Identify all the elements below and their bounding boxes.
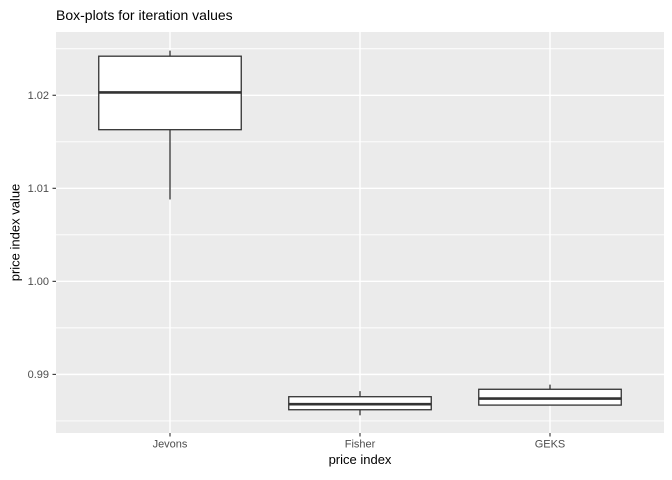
x-tick-label-jevons: Jevons [153,439,188,451]
y-tick-label: 1.00 [28,276,49,288]
x-tick-label-fisher: Fisher [345,439,376,451]
y-tick-label: 0.99 [28,369,49,381]
y-axis-title-area: price index value [0,32,30,433]
y-axis-title: price index value [7,183,23,282]
x-tick-label-geks: GEKS [535,439,566,451]
y-tick-label: 1.01 [28,183,49,195]
chart-title: Box-plots for iteration values [56,7,233,23]
x-axis-title: price index [328,452,392,467]
y-tick-label: 1.02 [28,90,49,102]
box-geks [478,388,622,406]
